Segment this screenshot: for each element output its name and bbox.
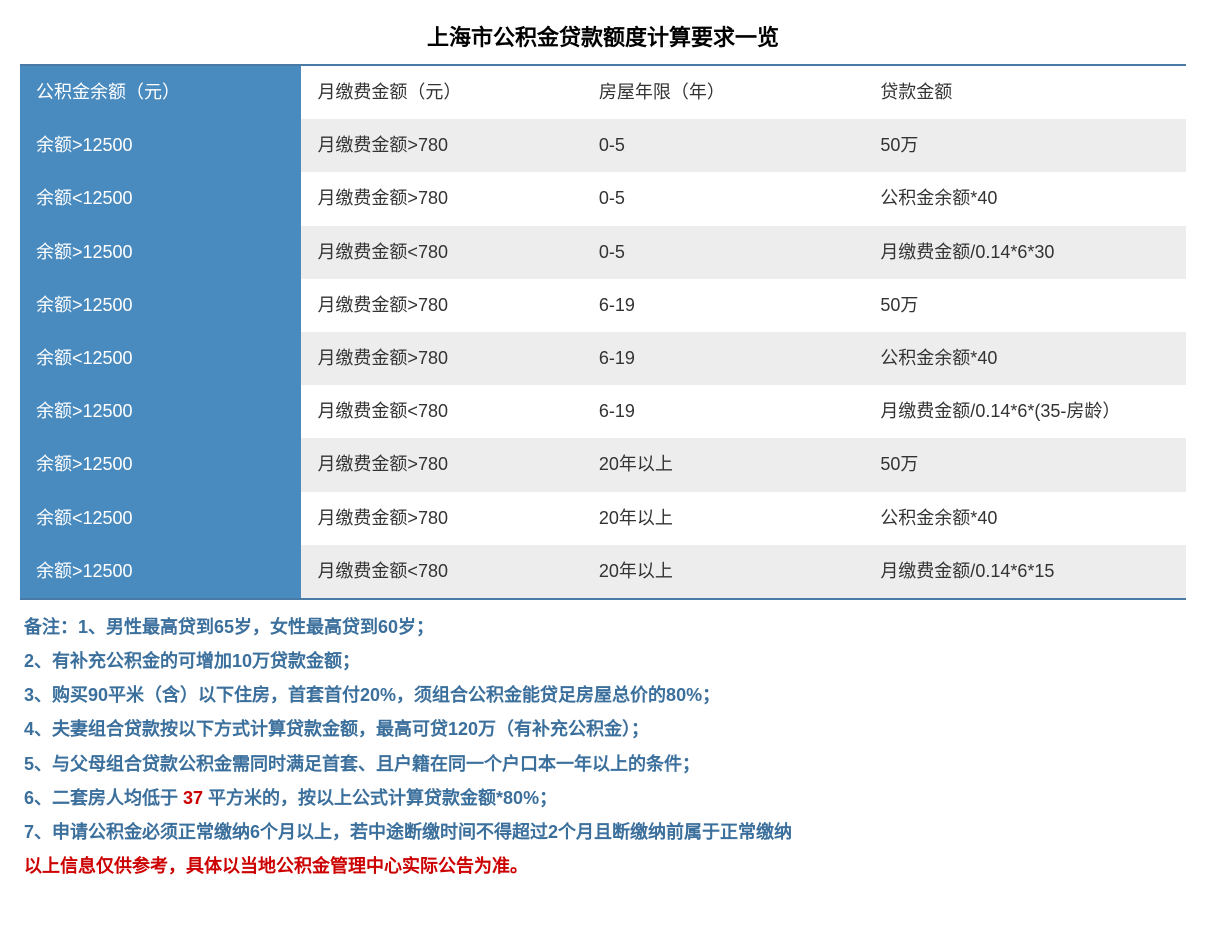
cell-loan: 公积金余额*40	[864, 492, 1186, 545]
cell-balance: 余额<12500	[20, 492, 301, 545]
cell-loan: 50万	[864, 438, 1186, 491]
note-line: 2、有补充公积金的可增加10万贷款金额；	[24, 644, 1182, 678]
cell-balance: 余额>12500	[20, 119, 301, 172]
col-header-balance: 公积金余额（元）	[20, 66, 301, 119]
table-row: 余额>12500 月缴费金额<780 20年以上 月缴费金额/0.14*6*15	[20, 545, 1186, 598]
cell-loan: 月缴费金额/0.14*6*30	[864, 226, 1186, 279]
col-header-monthly: 月缴费金额（元）	[301, 66, 582, 119]
page-title: 上海市公积金贷款额度计算要求一览	[20, 20, 1186, 52]
cell-balance: 余额<12500	[20, 172, 301, 225]
cell-years: 20年以上	[583, 438, 864, 491]
table-header-row: 公积金余额（元） 月缴费金额（元） 房屋年限（年） 贷款金额	[20, 66, 1186, 119]
table-row: 余额>12500 月缴费金额<780 0-5 月缴费金额/0.14*6*30	[20, 226, 1186, 279]
cell-years: 0-5	[583, 172, 864, 225]
cell-monthly: 月缴费金额>780	[301, 119, 582, 172]
note6-before: 6、二套房人均低于	[24, 788, 183, 808]
cell-years: 20年以上	[583, 545, 864, 598]
cell-balance: 余额>12500	[20, 279, 301, 332]
cell-monthly: 月缴费金额>780	[301, 332, 582, 385]
cell-years: 6-19	[583, 332, 864, 385]
note-line: 4、夫妻组合贷款按以下方式计算贷款金额，最高可贷120万（有补充公积金）；	[24, 712, 1182, 746]
cell-balance: 余额>12500	[20, 226, 301, 279]
col-header-loan: 贷款金额	[864, 66, 1186, 119]
note-line: 3、购买90平米（含）以下住房，首套首付20%，须组合公积金能贷足房屋总价的80…	[24, 678, 1182, 712]
table-row: 余额<12500 月缴费金额>780 6-19 公积金余额*40	[20, 332, 1186, 385]
cell-loan: 月缴费金额/0.14*6*15	[864, 545, 1186, 598]
cell-monthly: 月缴费金额>780	[301, 492, 582, 545]
cell-loan: 50万	[864, 279, 1186, 332]
cell-years: 6-19	[583, 279, 864, 332]
cell-monthly: 月缴费金额<780	[301, 545, 582, 598]
cell-balance: 余额>12500	[20, 385, 301, 438]
note-line: 备注：1、男性最高贷到65岁，女性最高贷到60岁；	[24, 610, 1182, 644]
table-row: 余额<12500 月缴费金额>780 0-5 公积金余额*40	[20, 172, 1186, 225]
cell-balance: 余额>12500	[20, 545, 301, 598]
table-row: 余额>12500 月缴费金额>780 6-19 50万	[20, 279, 1186, 332]
table-row: 余额>12500 月缴费金额>780 20年以上 50万	[20, 438, 1186, 491]
cell-loan: 50万	[864, 119, 1186, 172]
note-line-6: 6、二套房人均低于 37 平方米的，按以上公式计算贷款金额*80%；	[24, 781, 1182, 815]
cell-monthly: 月缴费金额>780	[301, 438, 582, 491]
cell-monthly: 月缴费金额>780	[301, 172, 582, 225]
note6-after: 平方米的，按以上公式计算贷款金额*80%；	[203, 788, 557, 808]
cell-loan: 公积金余额*40	[864, 332, 1186, 385]
cell-years: 0-5	[583, 226, 864, 279]
table-row: 余额<12500 月缴费金额>780 20年以上 公积金余额*40	[20, 492, 1186, 545]
note6-red-number: 37	[183, 788, 203, 808]
note-line: 7、申请公积金必须正常缴纳6个月以上，若中途断缴时间不得超过2个月且断缴纳前属于…	[24, 815, 1182, 849]
cell-monthly: 月缴费金额<780	[301, 226, 582, 279]
cell-years: 6-19	[583, 385, 864, 438]
table-row: 余额>12500 月缴费金额<780 6-19 月缴费金额/0.14*6*(35…	[20, 385, 1186, 438]
table-row: 余额>12500 月缴费金额>780 0-5 50万	[20, 119, 1186, 172]
disclaimer: 以上信息仅供参考，具体以当地公积金管理中心实际公告为准。	[24, 849, 1182, 883]
loan-table: 公积金余额（元） 月缴费金额（元） 房屋年限（年） 贷款金额 余额>12500 …	[20, 66, 1186, 598]
col-header-years: 房屋年限（年）	[583, 66, 864, 119]
cell-balance: 余额<12500	[20, 332, 301, 385]
notes-section: 备注：1、男性最高贷到65岁，女性最高贷到60岁； 2、有补充公积金的可增加10…	[20, 610, 1186, 884]
cell-monthly: 月缴费金额<780	[301, 385, 582, 438]
cell-years: 0-5	[583, 119, 864, 172]
cell-balance: 余额>12500	[20, 438, 301, 491]
cell-monthly: 月缴费金额>780	[301, 279, 582, 332]
note-line: 5、与父母组合贷款公积金需同时满足首套、且户籍在同一个户口本一年以上的条件；	[24, 747, 1182, 781]
loan-table-wrapper: 公积金余额（元） 月缴费金额（元） 房屋年限（年） 贷款金额 余额>12500 …	[20, 64, 1186, 600]
cell-loan: 公积金余额*40	[864, 172, 1186, 225]
cell-loan: 月缴费金额/0.14*6*(35-房龄）	[864, 385, 1186, 438]
cell-years: 20年以上	[583, 492, 864, 545]
